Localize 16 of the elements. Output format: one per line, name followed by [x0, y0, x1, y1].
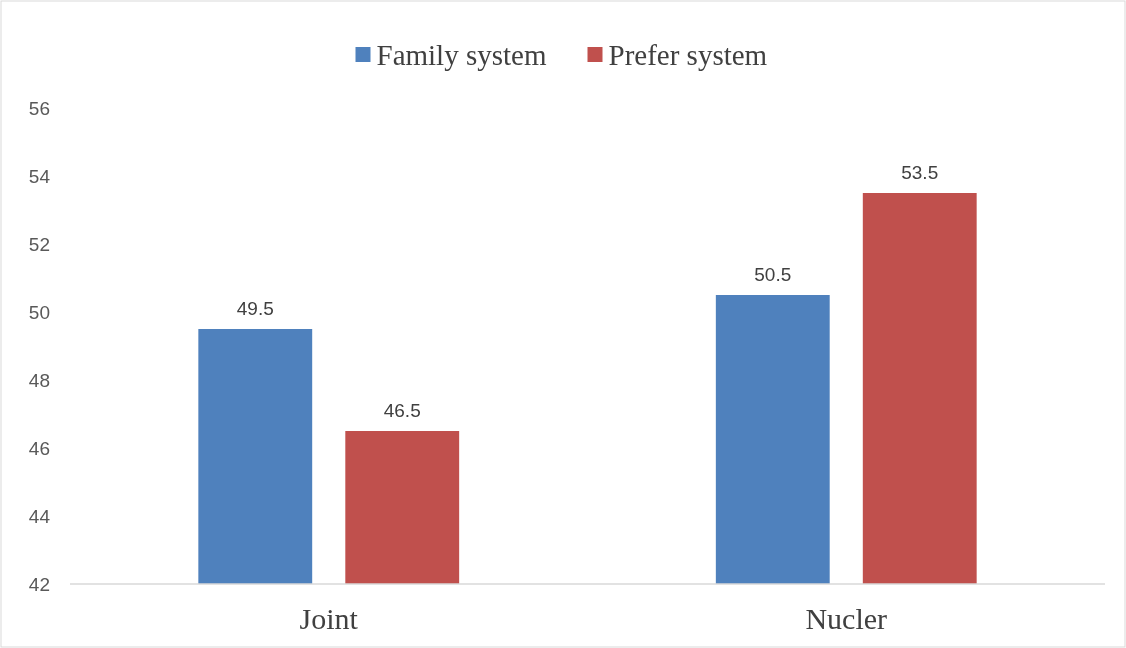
- y-tick-label: 46: [28, 437, 50, 459]
- legend-label: Prefer system: [608, 39, 768, 72]
- x-tick-label: Joint: [299, 602, 359, 635]
- data-label: 53.5: [901, 162, 939, 183]
- y-tick-label: 50: [28, 301, 50, 323]
- data-label: 50.5: [754, 264, 792, 285]
- y-tick-label: 56: [28, 97, 50, 119]
- data-label: 46.5: [383, 400, 421, 421]
- legend-label: Family system: [376, 39, 547, 72]
- data-label: 49.5: [236, 298, 274, 319]
- y-tick-label: 52: [28, 233, 50, 255]
- y-tick-label: 54: [28, 165, 51, 187]
- y-tick-label: 42: [28, 573, 50, 595]
- x-tick-label: Nucler: [805, 602, 888, 635]
- y-tick-label: 44: [28, 505, 51, 527]
- y-tick-label: 48: [28, 369, 50, 391]
